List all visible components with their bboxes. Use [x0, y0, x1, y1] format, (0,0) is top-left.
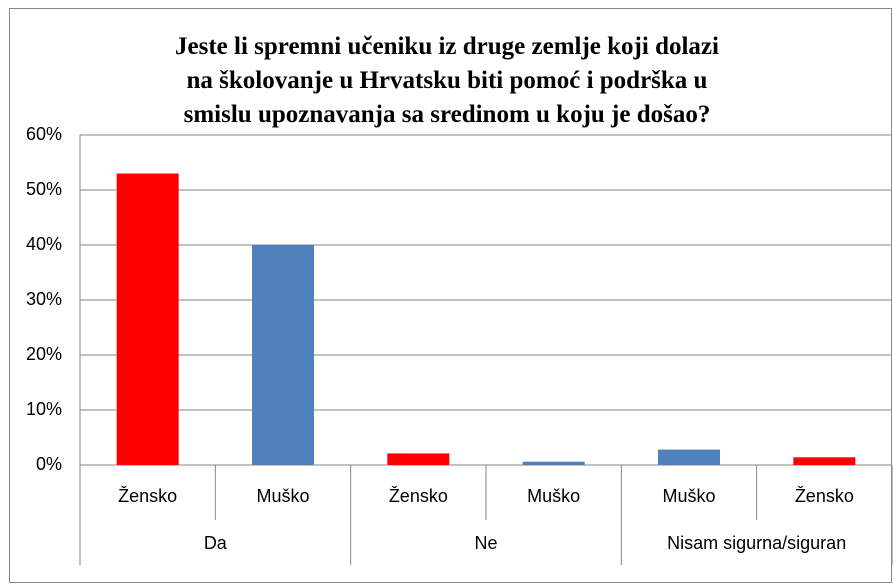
group-label: Da: [204, 533, 228, 553]
y-tick-label: 60%: [26, 124, 62, 144]
bar: [116, 173, 179, 465]
x-tick-label: Žensko: [118, 486, 177, 506]
x-tick-label: Muško: [527, 486, 580, 506]
y-tick-label: 0%: [36, 454, 62, 474]
x-tick-label: Muško: [662, 486, 715, 506]
x-tick-label: Žensko: [795, 486, 854, 506]
y-tick-label: 30%: [26, 289, 62, 309]
x-tick-label: Žensko: [389, 486, 448, 506]
bar: [793, 457, 856, 465]
bar: [387, 453, 450, 465]
x-tick-label: Muško: [256, 486, 309, 506]
y-tick-label: 40%: [26, 234, 62, 254]
bar: [522, 461, 585, 465]
group-label: Nisam sigurna/siguran: [667, 533, 846, 553]
y-tick-label: 20%: [26, 344, 62, 364]
bar: [658, 449, 720, 465]
y-tick-label: 50%: [26, 179, 62, 199]
y-tick-label: 10%: [26, 399, 62, 419]
group-label: Ne: [474, 533, 497, 553]
bar: [252, 245, 314, 465]
chart-title: Jeste li spremni učeniku iz druge zemlje…: [175, 33, 719, 128]
